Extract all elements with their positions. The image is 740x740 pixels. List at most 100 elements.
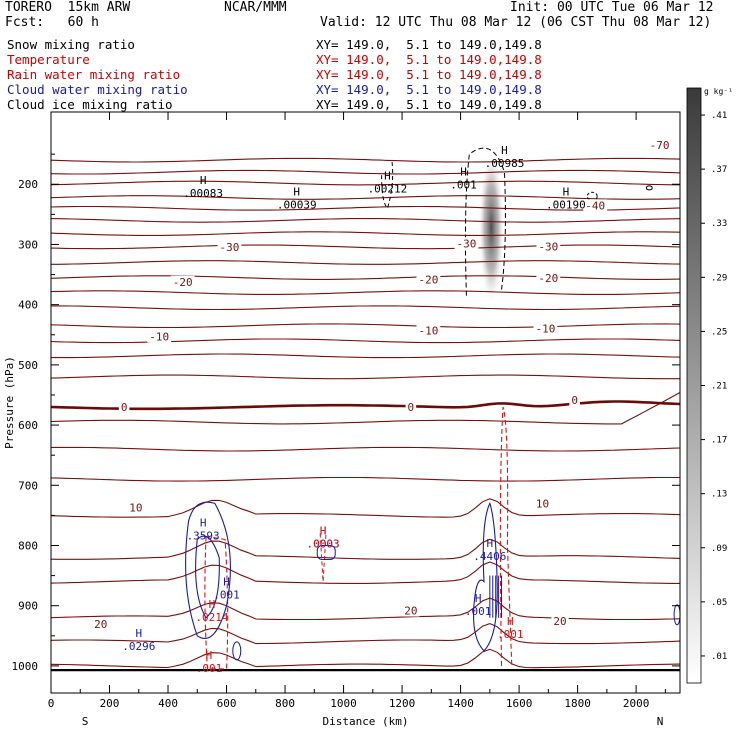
isotherm-label: 0 xyxy=(571,394,578,407)
x-tick-label: 2000 xyxy=(623,697,650,710)
cloud-water-contour xyxy=(473,501,498,652)
colorbar-tick-label: .01 xyxy=(711,652,727,662)
maximum-label: .4406 xyxy=(473,550,506,563)
y-tick-label: 400 xyxy=(18,299,38,312)
legend-cloud-water-xy: XY= 149.0, 5.1 to 149.0,149.8 xyxy=(316,82,542,97)
isotherm-label-bg xyxy=(583,199,608,212)
maximum-label: .0003 xyxy=(307,537,340,550)
isotherm-label: -20 xyxy=(538,272,558,285)
isotherm-label-bg xyxy=(416,324,441,337)
legend-cloud-ice-xy: XY= 149.0, 5.1 to 149.0,149.8 xyxy=(316,97,542,112)
maximum-marker: H xyxy=(206,649,213,662)
rain-contour xyxy=(204,535,229,670)
maximum-marker: H xyxy=(293,186,300,199)
temperature-isotherm xyxy=(50,290,681,295)
isotherm-label: 20 xyxy=(553,615,566,628)
temperature-isotherm xyxy=(51,305,681,311)
temperature-isotherm xyxy=(50,392,681,425)
temperature-isotherm xyxy=(50,538,681,560)
x-tick-label: 200 xyxy=(100,697,120,710)
x-tick-label: 0 xyxy=(48,697,55,710)
x-tick-label: 1600 xyxy=(506,697,533,710)
temperature-isotherm xyxy=(51,446,681,452)
x-tick-label: 1200 xyxy=(389,697,416,710)
colorbar-tick-label: .33 xyxy=(711,219,727,229)
isotherm-label-bg xyxy=(402,604,420,617)
temperature-isotherm xyxy=(50,244,681,250)
isotherm-label: -20 xyxy=(418,273,438,286)
colorbar-tick-label: .29 xyxy=(711,273,727,283)
colorbar-tick-label: .25 xyxy=(711,327,727,337)
temperature-isotherm xyxy=(50,323,681,329)
maximum-label: .00083 xyxy=(183,187,223,200)
maximum-label: .00190 xyxy=(546,199,586,212)
isotherm-label: -10 xyxy=(535,323,555,336)
colorbar-tick-label: .37 xyxy=(711,165,727,175)
x-tick-label: 800 xyxy=(275,697,295,710)
isotherm-label: 10 xyxy=(129,502,142,515)
maximum-marker: H xyxy=(563,186,570,199)
isotherm-label-bg xyxy=(569,393,580,406)
isotherm-label-bg xyxy=(147,330,172,343)
maximum-label: .001 xyxy=(497,628,524,641)
plot-frame xyxy=(50,111,681,694)
maximum-marker: H xyxy=(501,144,508,157)
colorbar-tick-label: .17 xyxy=(711,436,727,446)
x-tick-label: 1000 xyxy=(330,697,357,710)
y-tick-label: 500 xyxy=(18,359,38,372)
temperature-isotherm xyxy=(50,205,681,211)
y-tick-label: 600 xyxy=(18,419,38,432)
maximum-label: .0214 xyxy=(195,611,228,624)
maximum-marker: H xyxy=(223,576,230,589)
maximum-label: .001 xyxy=(213,589,240,602)
rain-contour xyxy=(319,533,327,582)
isotherm-label: 20 xyxy=(94,618,107,631)
temperature-isotherm xyxy=(50,623,681,645)
legend-rain-name: Rain water mixing ratio xyxy=(7,67,181,82)
isotherm-label-bg xyxy=(533,497,552,510)
isotherm-label-bg xyxy=(127,501,145,514)
legend-snow-name: Snow mixing ratio xyxy=(7,37,135,52)
x-tick-label: 400 xyxy=(158,697,178,710)
legend-rain-xy: XY= 149.0, 5.1 to 149.0,149.8 xyxy=(316,67,542,82)
isotherm-label: -40 xyxy=(585,199,605,212)
maximum-marker: H xyxy=(507,615,514,628)
header-center: NCAR/MMM xyxy=(224,0,287,15)
zero-isotherm xyxy=(50,400,681,411)
y-tick-label: 900 xyxy=(18,600,38,613)
temperature-isotherm xyxy=(50,498,681,518)
isotherm-label-bg xyxy=(533,322,558,335)
header-valid: Valid: 12 UTC Thu 08 Mar 12 (06 CST Thu … xyxy=(320,15,712,30)
maximum-marker: H xyxy=(200,517,207,530)
x-end-label-s: S xyxy=(82,715,89,728)
temperature-isotherm xyxy=(50,180,680,186)
temperature-isotherm xyxy=(50,476,680,482)
temperature-isotherm xyxy=(50,275,681,280)
cloud-water-contour xyxy=(185,501,231,639)
snow-contour xyxy=(464,147,506,296)
temperature-isotherm xyxy=(50,597,681,621)
maximum-marker: H xyxy=(200,174,207,187)
colorbar-unit: g kg⁻¹ xyxy=(704,87,733,96)
colorbar-tick-label: .09 xyxy=(711,544,727,554)
temperature-isotherm xyxy=(50,169,681,175)
temperature-isotherm xyxy=(50,231,681,236)
isotherm-label: 10 xyxy=(536,497,549,510)
cloud-water-contour xyxy=(673,604,681,626)
y-tick-label: 800 xyxy=(18,539,38,552)
isotherm-label: 0 xyxy=(121,401,128,414)
header-fcst: Fcst: 60 h xyxy=(5,15,99,30)
maximum-marker: H xyxy=(320,524,327,537)
cloud-water-contour xyxy=(232,641,242,661)
isotherm-label: 0 xyxy=(408,401,415,414)
temperature-isotherm xyxy=(50,561,680,584)
isotherm-label-bg xyxy=(118,401,130,414)
y-tick-label: 300 xyxy=(18,238,38,251)
x-end-label-n: N xyxy=(657,715,664,728)
isotherm-label-bg xyxy=(454,237,479,250)
isotherm-label-bg xyxy=(551,614,569,627)
snow-contour xyxy=(645,185,653,191)
legend-snow-xy: XY= 149.0, 5.1 to 149.0,149.8 xyxy=(316,37,542,52)
isotherm-label: 20 xyxy=(404,605,417,618)
